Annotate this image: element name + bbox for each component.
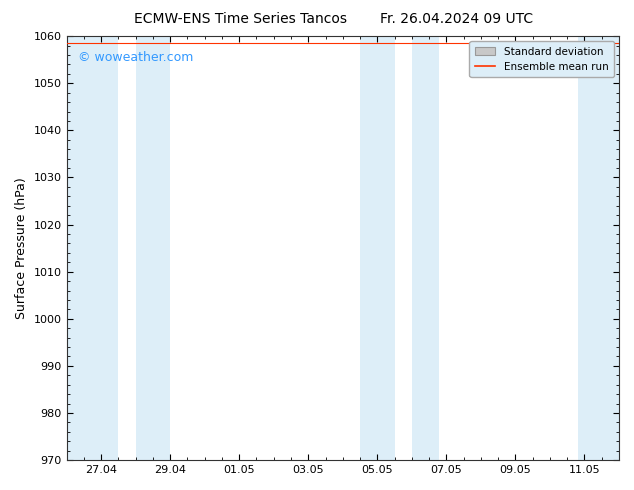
Bar xyxy=(360,36,394,460)
Bar xyxy=(412,36,439,460)
Bar xyxy=(136,36,170,460)
Bar xyxy=(578,36,619,460)
Text: Fr. 26.04.2024 09 UTC: Fr. 26.04.2024 09 UTC xyxy=(380,12,533,26)
Bar xyxy=(67,36,119,460)
Legend: Standard deviation, Ensemble mean run: Standard deviation, Ensemble mean run xyxy=(469,41,614,77)
Y-axis label: Surface Pressure (hPa): Surface Pressure (hPa) xyxy=(15,177,28,319)
Text: © woweather.com: © woweather.com xyxy=(77,51,193,64)
Text: ECMW-ENS Time Series Tancos: ECMW-ENS Time Series Tancos xyxy=(134,12,347,26)
